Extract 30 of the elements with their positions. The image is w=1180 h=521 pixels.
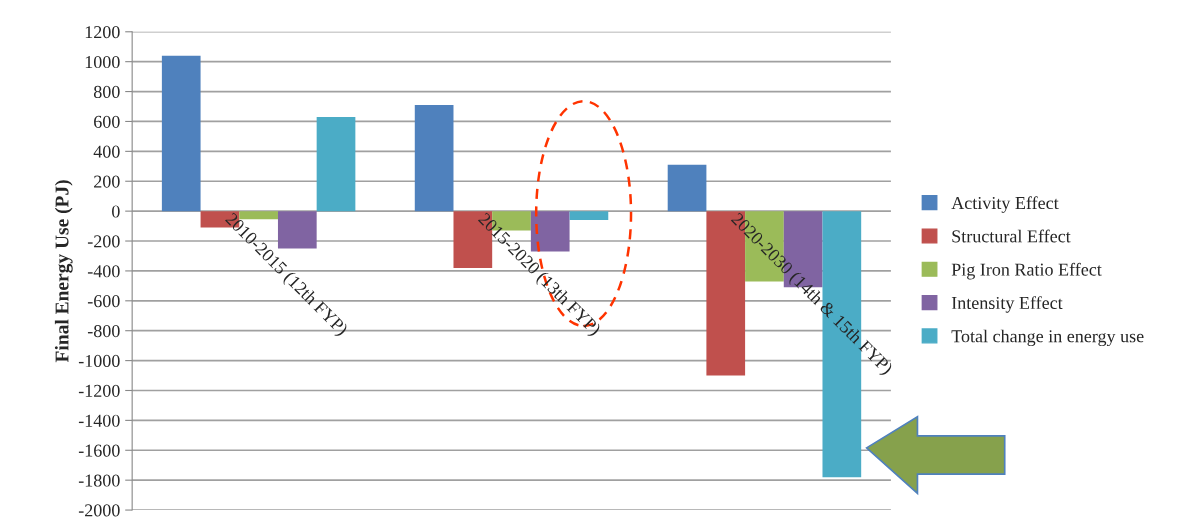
- legend-label: Intensity Effect: [951, 296, 1063, 313]
- y-axis-title: Final Energy Use (PJ): [54, 180, 73, 363]
- y-tick-label: -1200: [78, 384, 120, 397]
- y-tick-label: -1600: [78, 444, 120, 457]
- y-tick-label: -600: [87, 295, 120, 308]
- y-tick-label: 800: [93, 85, 120, 99]
- bar: [161, 55, 201, 212]
- bar: [414, 105, 454, 212]
- y-tick-label: 600: [94, 115, 120, 128]
- y-tick-label: 1200: [85, 26, 120, 39]
- y-tick-label: 400: [93, 145, 120, 158]
- legend-label: Structural Effect: [952, 229, 1071, 243]
- bar: [492, 211, 531, 231]
- bar: [667, 164, 707, 212]
- y-tick-label: 1000: [85, 55, 120, 69]
- y-tick-label: -1800: [78, 474, 120, 487]
- bar: [569, 211, 609, 221]
- bar: [316, 116, 356, 212]
- y-tick-label: -2000: [78, 504, 120, 517]
- y-tick-label: -1400: [78, 414, 120, 427]
- legend-label: Activity Effect: [951, 196, 1059, 213]
- legend-label: Pig Iron Ratio Effect: [951, 262, 1102, 280]
- y-tick-label: -400: [87, 265, 120, 278]
- legend-label: Total change in energy use: [951, 329, 1144, 347]
- y-tick-label: 200: [94, 175, 120, 188]
- y-tick-label: -1000: [78, 354, 120, 368]
- y-tick-label: -200: [87, 235, 120, 248]
- bar: [239, 211, 278, 220]
- y-tick-label: -800: [87, 324, 120, 338]
- y-tick-label: 0: [112, 205, 120, 218]
